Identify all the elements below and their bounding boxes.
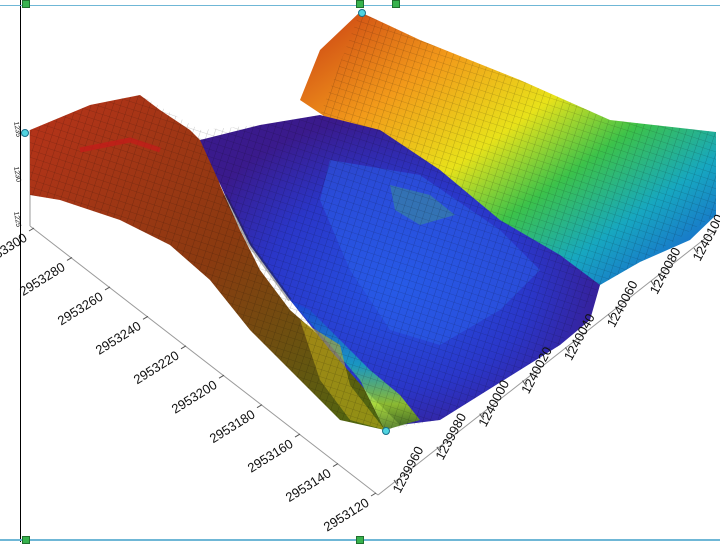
y-tick-mark bbox=[180, 345, 187, 350]
y-tick-label: 2953140 bbox=[283, 465, 334, 505]
y-tick-label: 2953260 bbox=[55, 289, 106, 329]
y-tick-label: 2953160 bbox=[245, 436, 296, 476]
y-tick-mark bbox=[28, 227, 35, 232]
y-tick-mark bbox=[332, 463, 339, 467]
y-tick-mark bbox=[294, 433, 301, 438]
axis-tick-marks bbox=[28, 227, 699, 497]
y-tick-mark bbox=[256, 404, 263, 409]
y-tick-label: 2953120 bbox=[321, 495, 372, 535]
y-tick-label: 2953180 bbox=[207, 406, 258, 446]
y-tick-label: 2953280 bbox=[17, 259, 68, 299]
x-tick-mark bbox=[479, 413, 485, 420]
resize-handle-bottom-left[interactable] bbox=[22, 536, 30, 544]
y-tick-mark bbox=[142, 315, 149, 320]
control-point-top[interactable] bbox=[358, 9, 366, 17]
x-tick-label: 1240060 bbox=[604, 278, 641, 330]
x-tick-mark bbox=[393, 479, 399, 487]
y-tick-mark bbox=[370, 492, 377, 497]
z-tick-label: 1225 bbox=[12, 211, 22, 228]
resize-handle-top-center[interactable] bbox=[356, 0, 364, 8]
resize-handle-bottom-center[interactable] bbox=[356, 536, 364, 544]
y-tick-label: 2953220 bbox=[131, 348, 182, 388]
y-tick-label: 2953300 bbox=[0, 230, 30, 270]
x-tick-mark bbox=[693, 247, 699, 255]
z-tick-label: 1235 bbox=[12, 121, 22, 138]
x-tick-mark bbox=[565, 347, 570, 354]
x-tick-mark bbox=[607, 314, 613, 321]
resize-handle-top-left[interactable] bbox=[22, 0, 30, 8]
control-point-left[interactable] bbox=[21, 129, 29, 137]
x-tick-label: 1239960 bbox=[389, 444, 426, 496]
resize-handle-top-right[interactable] bbox=[392, 0, 400, 8]
y-tick-label: 2953200 bbox=[169, 377, 220, 417]
left-ruler-line bbox=[20, 0, 21, 542]
x-tick-mark bbox=[436, 446, 442, 454]
z-axis-ticks: 1235 1230 1225 bbox=[12, 121, 22, 228]
control-point-bottom[interactable] bbox=[382, 427, 390, 435]
x-tick-mark bbox=[650, 280, 656, 288]
y-tick-mark bbox=[66, 257, 73, 261]
z-tick-label: 1230 bbox=[12, 166, 22, 183]
surface bbox=[30, 12, 716, 430]
y-tick-mark bbox=[104, 286, 111, 291]
y-tick-mark bbox=[218, 374, 225, 379]
y-tick-label: 2953240 bbox=[93, 318, 144, 358]
x-tick-mark bbox=[522, 380, 527, 387]
